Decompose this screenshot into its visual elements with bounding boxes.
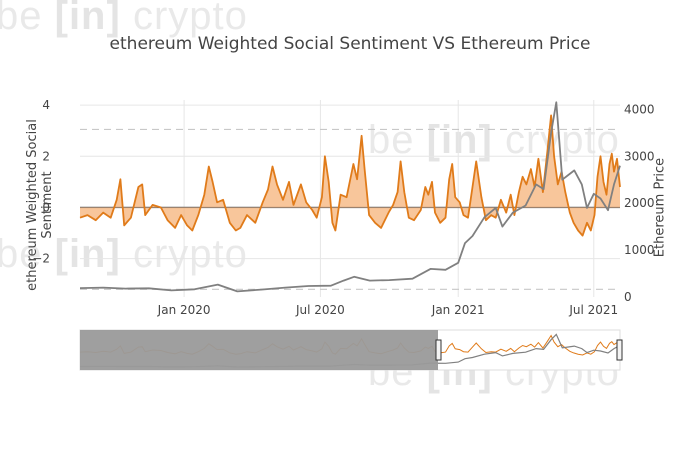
sentiment-line	[79, 114, 621, 237]
range-slider-right-handle[interactable]	[616, 339, 623, 361]
y-right-tick-label: 0	[624, 290, 632, 304]
y-right-tick-label: 2000	[624, 196, 655, 210]
watermark-center-right: be [in] crypto	[368, 118, 620, 162]
y-right-tick-label: 4000	[624, 102, 655, 116]
y-left-tick-label: 4	[42, 98, 50, 112]
range-slider-mask	[80, 330, 438, 370]
x-tick-label: Jul 2021	[568, 303, 618, 317]
watermark-top-left: be [in] crypto	[0, 0, 248, 38]
chart-title: ethereum Weighted Social Sentiment VS Et…	[109, 34, 591, 54]
y-left-tick-label: −2	[32, 252, 50, 266]
y-left-tick-label: 2	[42, 149, 50, 163]
x-tick-label: Jul 2020	[295, 303, 345, 317]
y-left-tick-label: 0	[42, 200, 50, 214]
range-slider-left-handle[interactable]	[435, 339, 442, 361]
y-right-tick-label: 3000	[624, 149, 655, 163]
price-line	[79, 101, 621, 293]
x-tick-label: Jan 2020	[157, 303, 211, 317]
y-right-tick-label: 1000	[624, 243, 655, 257]
sentiment-area	[80, 115, 620, 236]
x-tick-label: Jan 2021	[431, 303, 485, 317]
watermark-left: be [in] crypto	[0, 232, 248, 276]
